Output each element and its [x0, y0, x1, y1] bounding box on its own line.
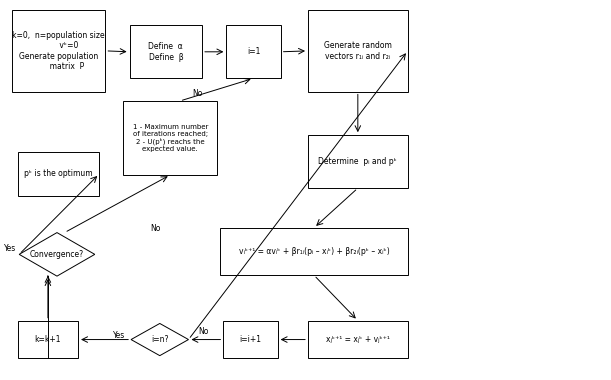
FancyBboxPatch shape — [18, 152, 100, 196]
Polygon shape — [131, 323, 189, 356]
Polygon shape — [19, 233, 95, 276]
Text: i=i+1: i=i+1 — [240, 335, 262, 344]
FancyBboxPatch shape — [18, 321, 78, 358]
FancyBboxPatch shape — [220, 228, 408, 275]
Text: i=1: i=1 — [247, 47, 260, 56]
Text: i=n?: i=n? — [151, 335, 169, 344]
FancyBboxPatch shape — [130, 25, 202, 78]
Text: k=0,  n=population size
         vᵏ=0
Generate population
       matrix  P: k=0, n=population size vᵏ=0 Generate pop… — [12, 31, 105, 71]
Text: xⱼᵏ⁺¹ = xⱼᵏ + vⱼᵏ⁺¹: xⱼᵏ⁺¹ = xⱼᵏ + vⱼᵏ⁺¹ — [326, 335, 390, 344]
FancyBboxPatch shape — [308, 10, 408, 92]
FancyBboxPatch shape — [123, 101, 218, 175]
Text: Generate random
vectors r₁ᵢ and r₂ᵢ: Generate random vectors r₁ᵢ and r₂ᵢ — [324, 41, 392, 60]
FancyBboxPatch shape — [226, 25, 280, 78]
Text: pᵏ is the optimum: pᵏ is the optimum — [24, 169, 93, 178]
Text: k=k+1: k=k+1 — [35, 335, 61, 344]
FancyBboxPatch shape — [223, 321, 278, 358]
FancyBboxPatch shape — [12, 10, 105, 92]
Text: Define  α
Define  β: Define α Define β — [148, 42, 183, 62]
Text: Yes: Yes — [113, 331, 125, 339]
Text: No: No — [199, 328, 209, 336]
Text: 1 - Maximum number
of iterations reached;
2 - U(pᵏ) reachs the
expected value.: 1 - Maximum number of iterations reached… — [133, 124, 208, 152]
Text: No: No — [150, 224, 161, 233]
FancyBboxPatch shape — [308, 321, 408, 358]
Text: Convergence?: Convergence? — [30, 250, 84, 259]
Text: No: No — [192, 89, 203, 98]
FancyBboxPatch shape — [308, 135, 408, 188]
Text: Determine  pᵢ and pᵏ: Determine pᵢ and pᵏ — [318, 157, 397, 166]
Text: vᵢᵏ⁺¹ = αvᵢᵏ + βr₁ᵢ(pᵢ – xᵢᵏ) + βr₂ᵢ(pᵏ – xᵢᵏ): vᵢᵏ⁺¹ = αvᵢᵏ + βr₁ᵢ(pᵢ – xᵢᵏ) + βr₂ᵢ(pᵏ … — [239, 247, 389, 256]
Text: Yes: Yes — [4, 244, 16, 253]
